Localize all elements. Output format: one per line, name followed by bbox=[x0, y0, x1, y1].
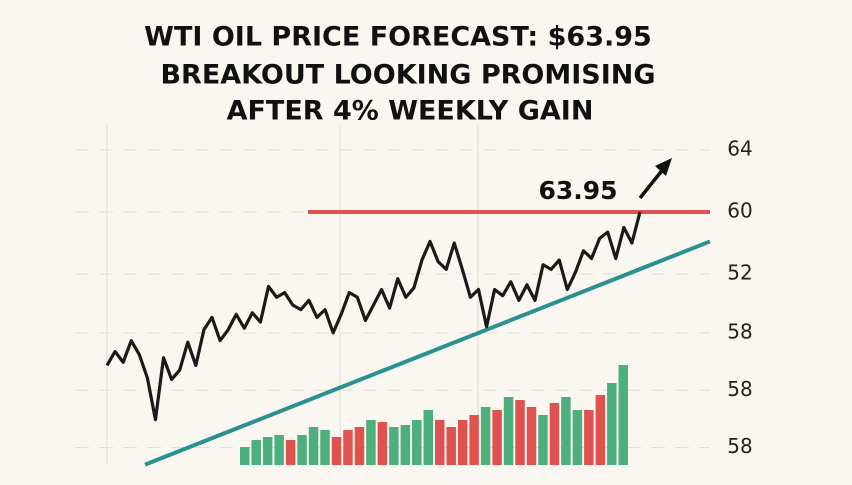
volume-bar bbox=[595, 395, 606, 465]
volume-bar bbox=[607, 383, 617, 465]
volume-bar bbox=[377, 422, 388, 465]
volume-bar bbox=[366, 420, 376, 465]
volume-bar bbox=[618, 365, 628, 465]
title-line: AFTER 4% WEEKLY GAIN bbox=[227, 96, 594, 127]
volume-bar bbox=[446, 427, 456, 465]
volume-bar bbox=[549, 403, 560, 465]
y-tick-label: 58 bbox=[727, 319, 752, 343]
volume-bar bbox=[435, 420, 445, 465]
volume-bar bbox=[251, 440, 261, 465]
volume-bar bbox=[389, 427, 399, 465]
volume-bar bbox=[320, 430, 330, 465]
price-line bbox=[105, 211, 642, 422]
volume-bar bbox=[503, 397, 514, 465]
volume-bar bbox=[400, 425, 411, 465]
v-grid bbox=[106, 125, 479, 465]
volume-bar bbox=[308, 427, 319, 465]
volume-bar bbox=[354, 427, 365, 465]
y-tick-label: 58 bbox=[727, 377, 752, 401]
volume-bar bbox=[469, 415, 479, 465]
volume-bar bbox=[538, 415, 548, 465]
trendline bbox=[144, 239, 711, 467]
volume-bar bbox=[412, 420, 422, 465]
volume-bar bbox=[584, 410, 594, 465]
y-tick-label: 58 bbox=[727, 434, 752, 458]
volume-bar bbox=[331, 437, 342, 465]
up-arrow bbox=[638, 158, 672, 200]
volume-bar bbox=[262, 437, 273, 465]
volume-bar bbox=[274, 435, 284, 465]
volume-bar bbox=[297, 435, 307, 465]
volume-bar bbox=[515, 400, 525, 465]
volume-bar bbox=[343, 430, 353, 465]
volume-bar bbox=[572, 410, 583, 465]
y-tick-label: 52 bbox=[727, 261, 752, 285]
volume-bar bbox=[480, 407, 491, 465]
volume-bar bbox=[423, 410, 433, 465]
title-line: BREAKOUT LOOKING PROMISING bbox=[160, 60, 655, 91]
title-line: WTI OIL PRICE FORECAST: $63.95 bbox=[144, 22, 652, 53]
volume-bar bbox=[492, 410, 502, 465]
volume-bar bbox=[240, 447, 250, 465]
y-tick-label: 64 bbox=[727, 137, 752, 161]
volume-bar bbox=[561, 397, 571, 465]
volume-bar bbox=[526, 407, 537, 465]
y-tick-label: 60 bbox=[727, 199, 752, 223]
price-annotation: 63.95 bbox=[538, 176, 617, 205]
volume-bar bbox=[285, 440, 296, 465]
volume-bar bbox=[457, 420, 468, 465]
